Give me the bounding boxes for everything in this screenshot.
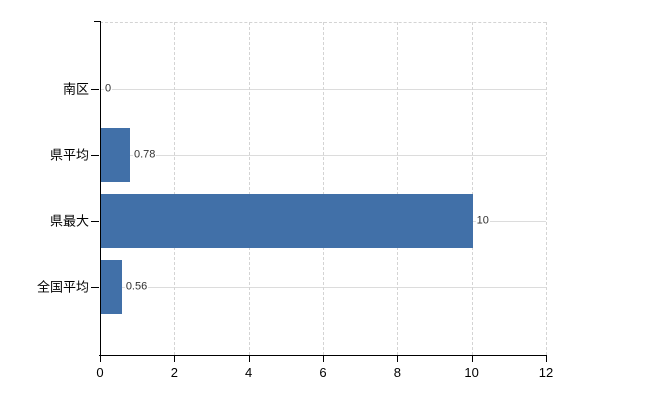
gridline-vertical — [174, 22, 176, 355]
bar — [101, 194, 473, 248]
x-axis-tick — [100, 355, 101, 362]
gridline-vertical — [471, 22, 473, 355]
plot-top-border — [100, 22, 546, 23]
x-axis-tick — [397, 355, 399, 362]
y-axis-tick — [91, 221, 99, 222]
x-tick-label: 12 — [538, 365, 554, 380]
y-axis-tick — [91, 155, 99, 156]
y-axis-line — [100, 21, 101, 355]
bar — [101, 260, 122, 314]
category-label: 全国平均 — [36, 279, 89, 295]
x-tick-label: 10 — [464, 365, 479, 380]
x-axis-tick — [248, 355, 250, 362]
gridline-vertical — [397, 22, 399, 355]
y-axis-end-tick — [94, 21, 100, 22]
x-axis-tick — [174, 355, 176, 362]
gridline-vertical — [546, 22, 547, 355]
value-label: 10 — [475, 214, 490, 228]
category-label: 県平均 — [49, 147, 89, 163]
gridline-vertical — [248, 22, 250, 355]
x-tick-label: 6 — [319, 365, 327, 380]
x-axis-tick — [546, 355, 547, 362]
category-label: 南区 — [62, 81, 89, 97]
x-tick-label: 2 — [170, 365, 178, 380]
x-tick-label: 4 — [245, 365, 253, 380]
value-label: 0 — [104, 82, 113, 96]
x-axis-tick — [471, 355, 473, 362]
y-axis-tick — [91, 287, 99, 288]
category-label: 県最大 — [49, 213, 89, 229]
value-label: 0.78 — [132, 148, 157, 162]
x-axis-tick — [323, 355, 324, 362]
x-tick-label: 8 — [393, 365, 401, 380]
gridline-vertical — [323, 22, 324, 355]
value-label: 0.56 — [124, 280, 149, 294]
x-tick-label: 0 — [96, 365, 104, 380]
bar — [101, 128, 130, 182]
y-axis-tick — [91, 89, 99, 90]
